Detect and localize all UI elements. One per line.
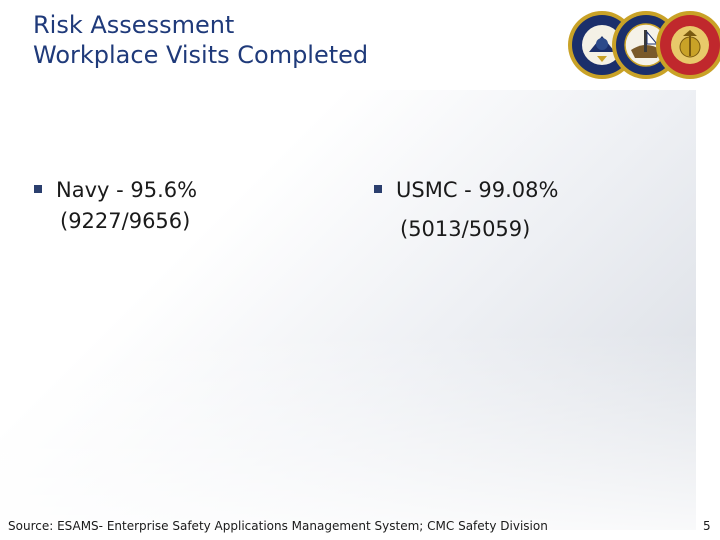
source-citation: Source: ESAMS- Enterprise Safety Applica… xyxy=(8,519,548,533)
background-panel xyxy=(0,90,696,530)
bullet-marker-icon xyxy=(34,185,42,193)
bullet-navy-text: Navy - 95.6% xyxy=(56,178,198,202)
bullet-navy-line-2: (9227/9656) xyxy=(60,209,191,233)
seal-logos xyxy=(567,10,720,80)
bullet-navy: Navy - 95.6% (9227/9656) xyxy=(34,175,197,237)
bullet-usmc-line-2: (5013/5059) xyxy=(400,217,531,241)
title-line-1: Risk Assessment xyxy=(33,11,235,39)
bullet-usmc-text: USMC - 99.08% xyxy=(396,178,559,202)
marine-corps-seal-icon xyxy=(656,11,720,79)
bullet-marker-icon xyxy=(374,185,382,193)
title-line-2: Workplace Visits Completed xyxy=(33,41,369,69)
bullet-navy-line-1: Navy - 95.6% xyxy=(34,175,197,206)
background-fade xyxy=(0,90,696,530)
bullet-usmc: USMC - 99.08% (5013/5059) xyxy=(374,175,558,245)
bullet-usmc-line-1: USMC - 99.08% xyxy=(374,175,558,206)
slide-title: Risk Assessment Workplace Visits Complet… xyxy=(33,10,553,70)
page-number: 5 xyxy=(703,519,711,533)
